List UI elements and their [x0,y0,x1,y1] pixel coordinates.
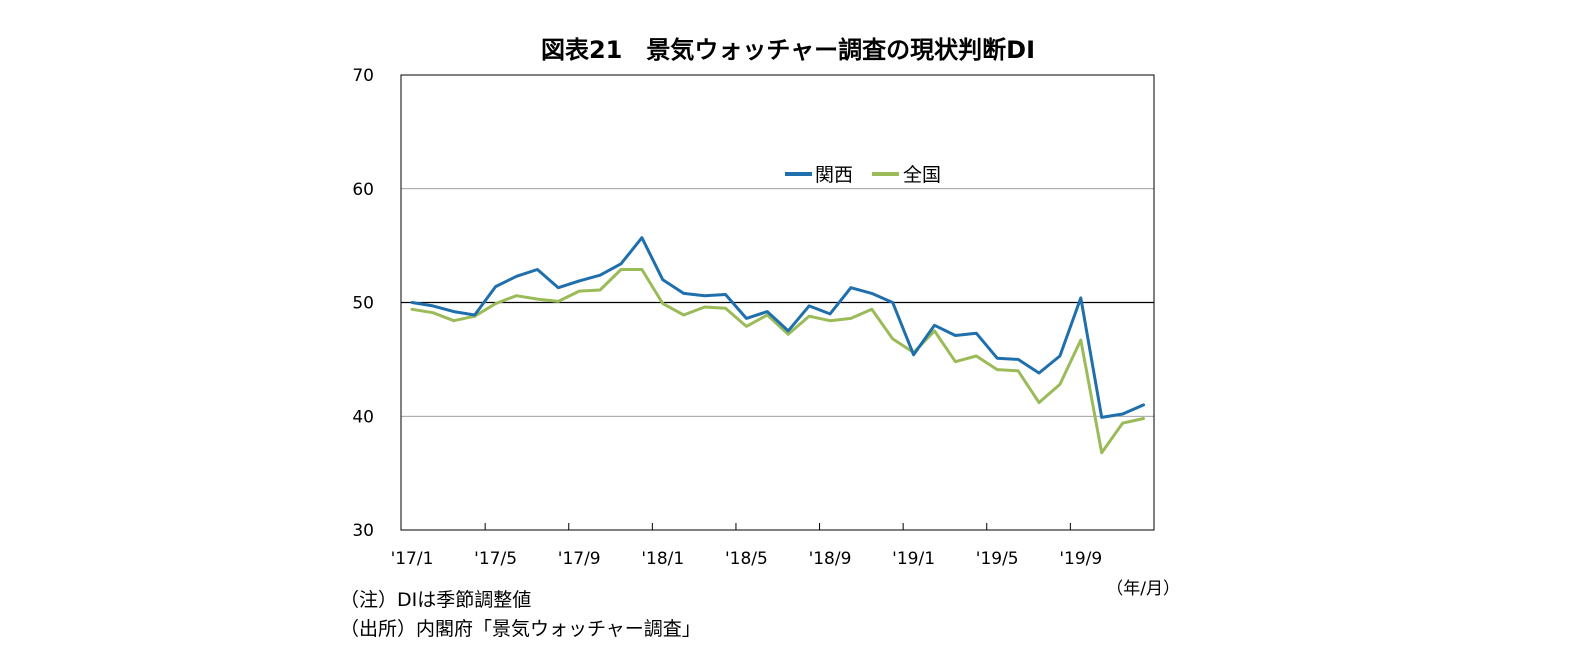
y-tick-label: 30 [352,521,374,541]
x-tick-label: '18/9 [809,549,852,569]
legend-label-zenkoku: 全国 [903,164,941,186]
x-tick-label: '19/5 [976,549,1019,569]
x-tick-label: '17/9 [558,549,601,569]
x-tick-label: '17/1 [391,549,434,569]
y-tick-label: 70 [352,66,374,86]
legend-label-kansai: 関西 [815,164,853,186]
series-line-zenkoku [410,268,1145,455]
plot-frame [400,74,1155,531]
grid-lines [401,188,1154,417]
series-lines [410,236,1145,455]
x-tick-label: '18/5 [725,549,768,569]
legend: 関西 全国 [785,164,941,186]
x-tick-label: '17/5 [474,549,517,569]
y-tick-label: 60 [352,180,374,200]
x-tick-label: '18/1 [641,549,684,569]
y-tick-label: 50 [352,294,374,314]
chart-title: 図表21 景気ウォッチャー調査の現状判断DI [541,36,1035,64]
x-tick-label: '19/9 [1059,549,1102,569]
y-tick-label: 40 [352,407,374,427]
x-unit-label: （年/月） [1106,579,1180,599]
axes: 30 40 50 60 70 '17/1 '17/5 '17/9 '18/1 '18/5 '18/9… [352,66,1155,569]
source-note: （出所）内閣府「景気ウォッチャー調査」 [340,618,701,640]
x-tick-label: '19/1 [892,549,935,569]
footnote: （注）DIは季節調整値 [340,589,532,611]
series-line-kansai [410,236,1145,419]
